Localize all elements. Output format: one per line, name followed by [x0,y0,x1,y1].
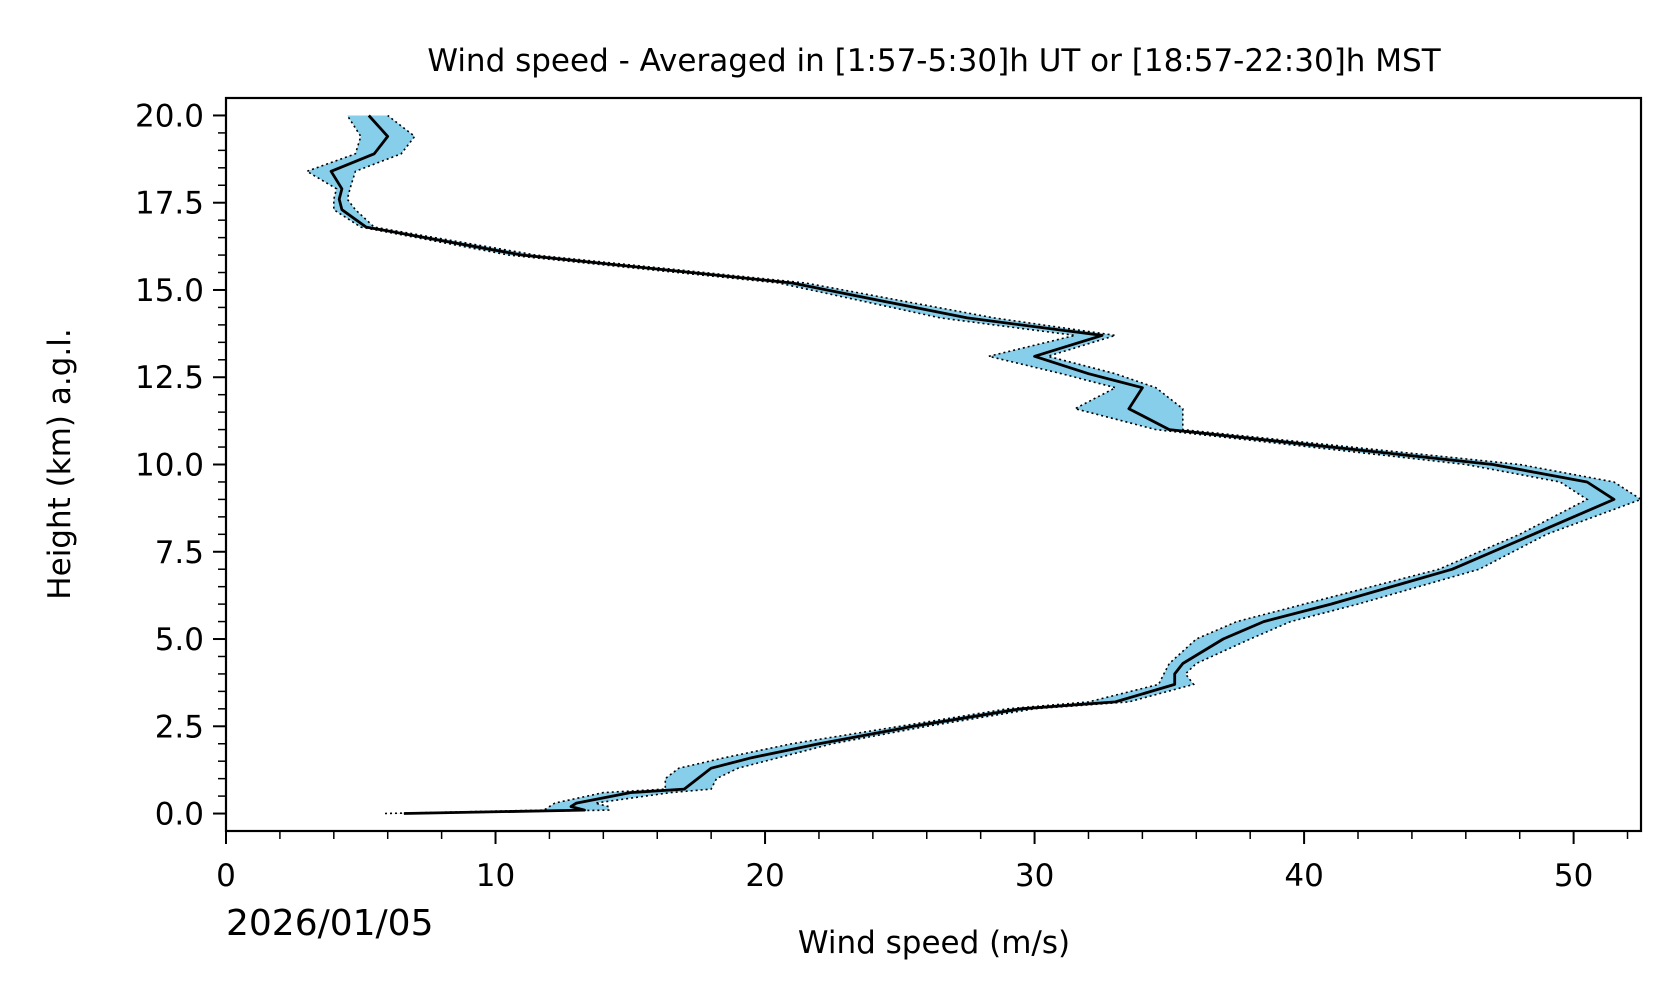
y-tick-label: 10.0 [135,448,204,484]
x-tick-label: 40 [1284,858,1323,894]
y-axis-label: Height (km) a.g.l. [42,328,78,599]
upper-bound-line [346,114,1643,815]
y-tick-label: 2.5 [155,709,204,745]
series-line-layer [305,114,1643,815]
chart-title: Wind speed - Averaged in [1:57-5:30]h UT… [427,43,1441,79]
x-tick-label: 20 [745,858,784,894]
x-axis-ticks: 0 10 20 30 40 50 [216,831,1629,894]
y-tick-label: 7.5 [155,535,204,571]
date-annotation: 2026/01/05 [226,903,434,944]
y-tick-label: 5.0 [155,622,204,658]
y-axis-ticks: 0.0 2.5 5.0 7.5 10.0 12.5 15.0 17.5 20.0 [135,98,226,833]
x-tick-label: 30 [1015,858,1054,894]
uncertainty-band [306,115,1641,814]
x-tick-label: 0 [216,858,236,894]
uncertainty-band-layer [306,115,1641,814]
x-tick-label: 10 [476,858,515,894]
y-tick-label: 20.0 [135,98,204,134]
y-tick-label: 15.0 [135,273,204,309]
y-tick-label: 0.0 [155,797,204,833]
x-axis-label: Wind speed (m/s) [798,925,1070,961]
x-tick-label: 50 [1554,858,1593,894]
y-tick-label: 17.5 [135,186,204,222]
y-tick-label: 12.5 [135,360,204,396]
mean-wind-speed-line [329,114,1616,815]
lower-bound-line [305,115,1589,815]
